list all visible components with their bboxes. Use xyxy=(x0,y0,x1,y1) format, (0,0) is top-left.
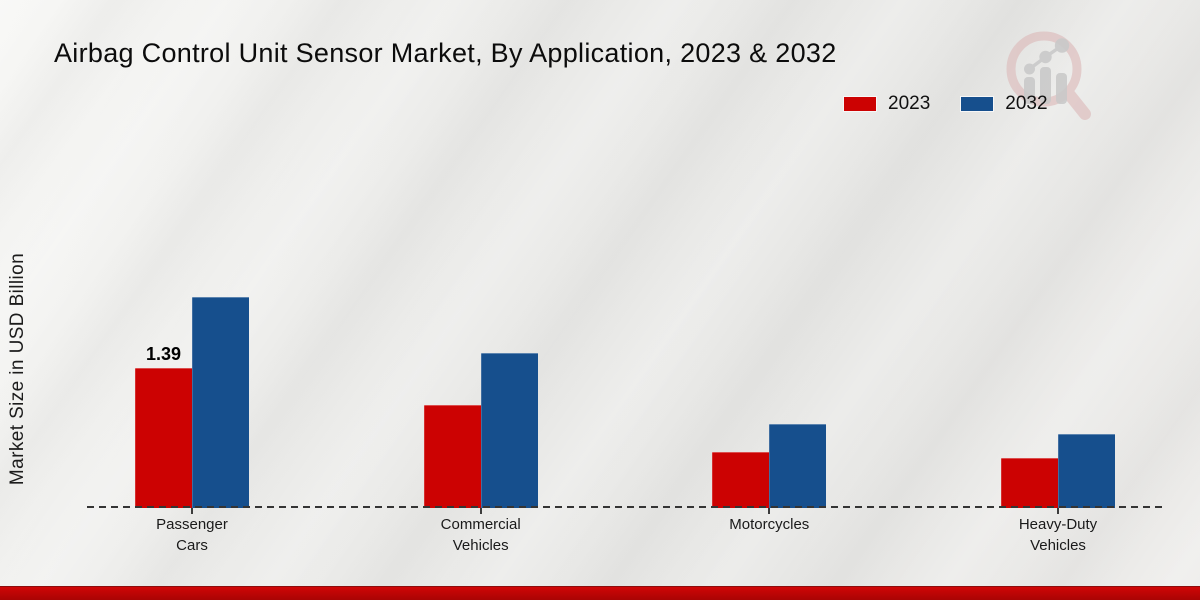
category-label-passenger-cars: Passenger Cars xyxy=(156,516,228,554)
bar-2032-commercial-vehicles xyxy=(480,353,538,508)
legend-swatch-2023-icon xyxy=(843,96,877,112)
legend-item-2032: 2032 xyxy=(960,93,1048,115)
y-axis-title: Market Size in USD Billion xyxy=(7,252,28,486)
category-label-commercial-vehicles: Commercial Vehicles xyxy=(440,516,521,554)
bar-2023-heavy-duty-vehicles xyxy=(1001,458,1058,508)
chart-title: Airbag Control Unit Sensor Market, By Ap… xyxy=(54,38,837,68)
legend-label-2032: 2032 xyxy=(1005,93,1048,114)
legend-swatch-2032-icon xyxy=(960,96,995,112)
magnifier-bar-chart-logo xyxy=(1006,31,1091,120)
x-axis-tick xyxy=(191,508,193,514)
bar-2023-motorcycles xyxy=(712,452,770,508)
x-axis-dashed-baseline xyxy=(87,506,1163,508)
category-label-motorcycles: Motorcycles xyxy=(729,516,810,533)
footer-accent-bar xyxy=(0,586,1200,600)
bar-2023-passenger-cars xyxy=(135,368,192,508)
bar-2032-motorcycles xyxy=(769,424,827,508)
legend-item-2023: 2023 xyxy=(843,93,930,115)
x-axis-tick xyxy=(768,508,771,514)
bar-value-label: 1.39 xyxy=(145,344,182,365)
legend-label-2023: 2023 xyxy=(888,93,931,114)
x-axis-tick xyxy=(1057,508,1059,514)
bar-2032-heavy-duty-vehicles xyxy=(1058,434,1115,508)
legend: 2023 2032 xyxy=(843,93,1048,115)
bar-2032-passenger-cars xyxy=(192,297,249,508)
category-label-heavy-duty-vehicles: Heavy-Duty Vehicles xyxy=(1018,516,1098,554)
bar-2023-commercial-vehicles xyxy=(423,405,481,508)
x-axis-tick xyxy=(479,508,482,514)
